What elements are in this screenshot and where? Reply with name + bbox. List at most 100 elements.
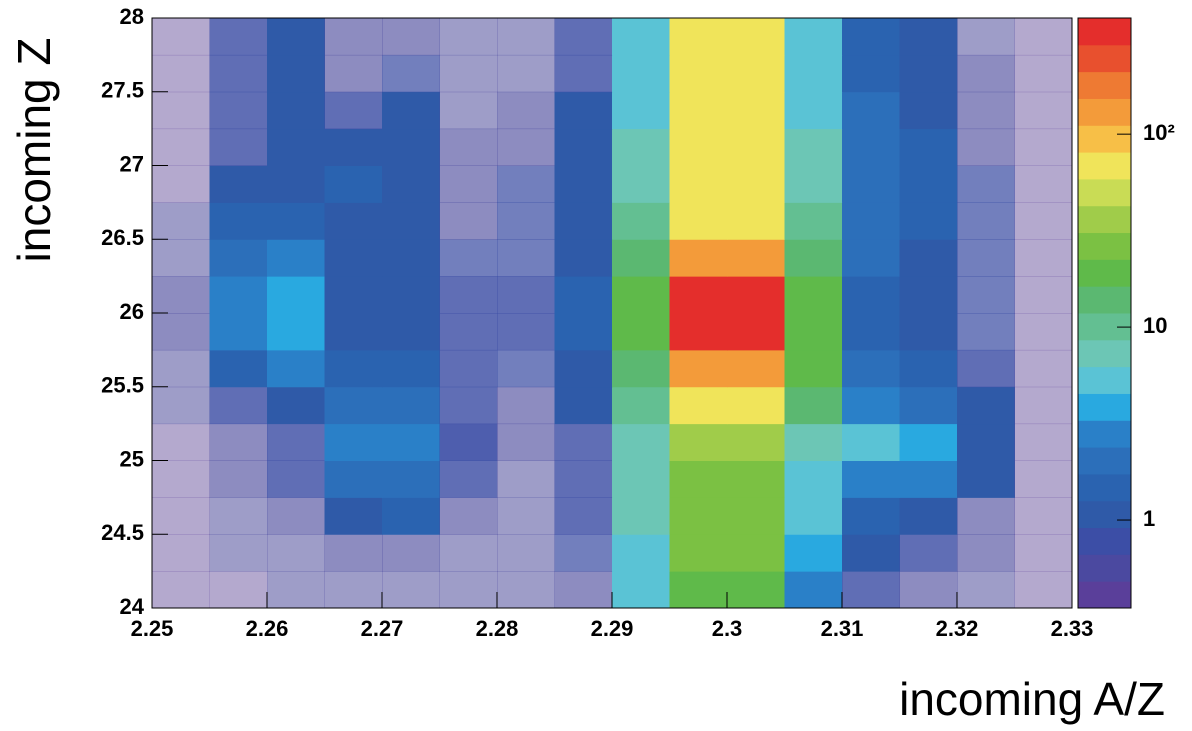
heatmap-cell — [554, 460, 613, 498]
heatmap-cell — [152, 349, 210, 388]
heatmap-cell — [554, 54, 613, 93]
heatmap-cell — [209, 460, 268, 498]
heatmap-cell — [957, 18, 1015, 56]
heatmap-cell — [209, 202, 268, 240]
heatmap-cell — [784, 460, 843, 498]
heatmap-cell — [152, 202, 210, 240]
heatmap-cell — [152, 165, 210, 203]
heatmap-cell — [842, 128, 900, 166]
heatmap-cell — [267, 423, 325, 461]
heatmap-cell — [612, 386, 670, 425]
x-tick-label: 2.26 — [246, 616, 289, 641]
colorbar-band — [1078, 527, 1131, 555]
heatmap-cell — [612, 571, 670, 609]
heatmap-cell — [497, 386, 555, 425]
heatmap-cell — [324, 128, 383, 166]
heatmap-cell — [267, 349, 325, 388]
heatmap-cell — [267, 276, 325, 314]
colorbar-tick-label: 10 — [1143, 313, 1167, 338]
heatmap-cell — [899, 534, 958, 572]
heatmap-cell — [439, 239, 498, 277]
colorbar-band — [1078, 393, 1131, 421]
heatmap-cell — [497, 349, 555, 388]
heatmap-cell — [669, 313, 728, 351]
heatmap-cell — [1014, 239, 1073, 277]
heatmap-cell — [267, 534, 325, 572]
heatmap-cell — [842, 313, 900, 351]
colorbar-band — [1078, 339, 1131, 368]
colorbar-band — [1078, 178, 1131, 207]
heatmap-cell — [784, 202, 843, 240]
heatmap-cell — [842, 460, 900, 498]
heatmap-cell — [324, 91, 383, 130]
heatmap-cell — [209, 313, 268, 351]
heatmap-cell — [669, 571, 728, 609]
heatmap-cell — [1014, 349, 1073, 388]
heatmap-cell — [957, 91, 1015, 130]
heatmap-cell — [612, 349, 670, 388]
heatmap-cell — [957, 54, 1015, 93]
colorbar-band — [1078, 152, 1131, 180]
heatmap-cell — [324, 239, 383, 277]
heatmap-cell — [554, 571, 613, 609]
heatmap-cell — [382, 497, 440, 535]
heatmap-cell — [209, 18, 268, 56]
heatmap-cell — [899, 386, 958, 425]
heatmap-cell — [784, 239, 843, 277]
heatmap-cell — [784, 386, 843, 425]
y-tick-label: 27 — [120, 151, 144, 176]
heatmap-cell — [612, 313, 670, 351]
heatmap-cell — [612, 18, 670, 56]
y-axis-title: incoming Z — [8, 38, 60, 263]
heatmap-cell — [152, 460, 210, 498]
heatmap-cell — [267, 18, 325, 56]
x-tick-label: 2.31 — [821, 616, 864, 641]
heatmap-cell — [784, 423, 843, 461]
heatmap-cell — [382, 128, 440, 166]
heatmap-cell — [842, 423, 900, 461]
heatmap-cell — [152, 91, 210, 130]
heatmap-cell — [727, 423, 785, 461]
heatmap-cell — [727, 18, 785, 56]
heatmap-cell — [152, 276, 210, 314]
heatmap-cell — [899, 18, 958, 56]
heatmap-cell — [1014, 276, 1073, 314]
heatmap-cell — [152, 313, 210, 351]
heatmap-cell — [612, 534, 670, 572]
colorbar-band — [1078, 259, 1131, 287]
heatmap-cell — [612, 202, 670, 240]
heatmap-cell — [727, 91, 785, 130]
x-tick-label: 2.3 — [712, 616, 743, 641]
heatmap-cell — [727, 497, 785, 535]
heatmap-cell — [152, 423, 210, 461]
heatmap-cell — [497, 202, 555, 240]
heatmap-cell — [727, 276, 785, 314]
heatmap-cell — [899, 571, 958, 609]
heatmap-cell — [439, 18, 498, 56]
heatmap-cell — [152, 18, 210, 56]
heatmap-cell — [784, 165, 843, 203]
colorbar-band — [1078, 205, 1131, 234]
heatmap-cell — [497, 91, 555, 130]
heatmap-cell — [899, 349, 958, 388]
heatmap-cell — [1014, 54, 1073, 93]
heatmap-cell — [899, 313, 958, 351]
colorbar-band — [1078, 286, 1131, 314]
heatmap-cell — [612, 128, 670, 166]
heatmap-cell — [899, 165, 958, 203]
heatmap-cell — [324, 276, 383, 314]
heatmap-cell — [382, 313, 440, 351]
heatmap-cell — [382, 571, 440, 609]
heatmap-cell — [957, 202, 1015, 240]
heatmap-cell — [957, 276, 1015, 314]
heatmap-cell — [899, 423, 958, 461]
heatmap-cell — [152, 386, 210, 425]
heatmap-cell — [612, 91, 670, 130]
heatmap-cell — [727, 349, 785, 388]
heatmap-cell — [842, 91, 900, 130]
heatmap-cell — [727, 54, 785, 93]
heatmap-cell — [1014, 128, 1073, 166]
heatmap-cell — [957, 423, 1015, 461]
heatmap-cell — [554, 91, 613, 130]
heatmap-cell — [324, 534, 383, 572]
